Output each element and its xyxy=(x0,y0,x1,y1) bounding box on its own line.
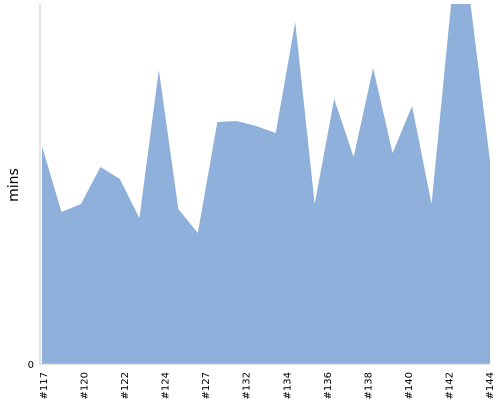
x-tick-label: #124 xyxy=(161,372,172,399)
x-tick-label: #132 xyxy=(242,372,253,399)
area-series xyxy=(42,4,490,364)
y-tick-label: 0 xyxy=(28,360,34,371)
x-tick-label: #117 xyxy=(39,372,50,399)
x-tick-label: #138 xyxy=(363,372,374,399)
x-tick-label: #140 xyxy=(404,372,415,399)
x-tick-label: #134 xyxy=(282,372,293,399)
x-tick-label: #136 xyxy=(323,372,334,399)
y-axis-title: mins xyxy=(6,168,22,202)
x-tick-label: #144 xyxy=(485,372,496,399)
x-tick-label: #142 xyxy=(444,372,455,399)
x-tick-label: #127 xyxy=(201,372,212,399)
x-tick-label: #122 xyxy=(120,372,131,399)
x-tick-label: #120 xyxy=(80,372,91,399)
